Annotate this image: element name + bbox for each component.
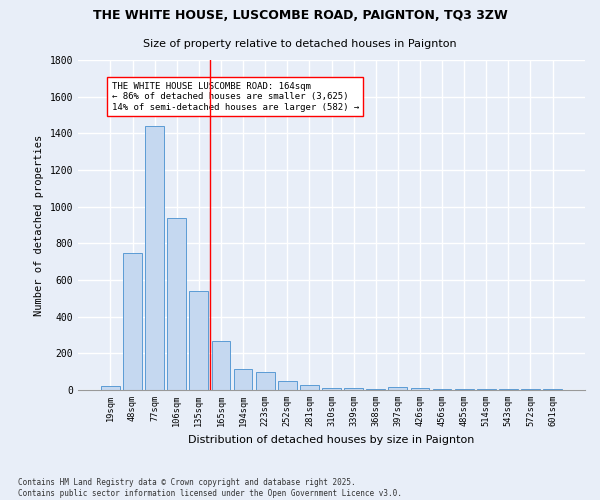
Bar: [256, 372, 275, 390]
Bar: [101, 386, 120, 390]
Bar: [388, 386, 407, 390]
Text: THE WHITE HOUSE LUSCOMBE ROAD: 164sqm
← 86% of detached houses are smaller (3,62: THE WHITE HOUSE LUSCOMBE ROAD: 164sqm ← …: [112, 82, 359, 112]
Bar: [433, 388, 451, 390]
Bar: [477, 389, 496, 390]
Bar: [344, 388, 363, 390]
Bar: [410, 388, 430, 390]
Bar: [278, 381, 296, 390]
Text: THE WHITE HOUSE, LUSCOMBE ROAD, PAIGNTON, TQ3 3ZW: THE WHITE HOUSE, LUSCOMBE ROAD, PAIGNTON…: [92, 9, 508, 22]
Bar: [167, 218, 186, 390]
Bar: [145, 126, 164, 390]
Bar: [123, 252, 142, 390]
Bar: [190, 291, 208, 390]
Bar: [367, 388, 385, 390]
Text: Size of property relative to detached houses in Paignton: Size of property relative to detached ho…: [143, 39, 457, 49]
Bar: [212, 340, 230, 390]
Bar: [300, 386, 319, 390]
Text: Contains HM Land Registry data © Crown copyright and database right 2025.
Contai: Contains HM Land Registry data © Crown c…: [18, 478, 402, 498]
Bar: [322, 388, 341, 390]
Bar: [233, 369, 253, 390]
Y-axis label: Number of detached properties: Number of detached properties: [34, 134, 44, 316]
Bar: [455, 389, 473, 390]
X-axis label: Distribution of detached houses by size in Paignton: Distribution of detached houses by size …: [188, 434, 475, 444]
